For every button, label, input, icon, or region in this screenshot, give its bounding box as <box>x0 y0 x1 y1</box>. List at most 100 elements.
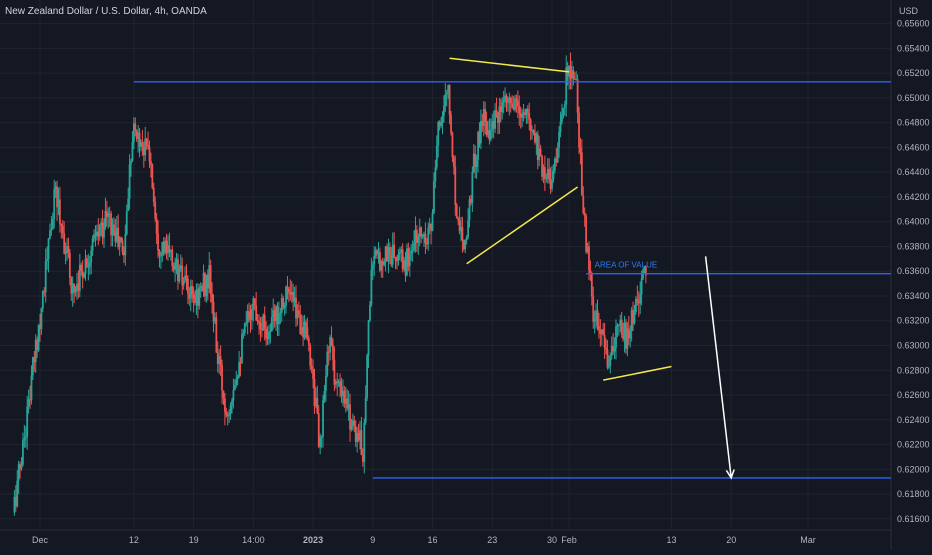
candle-body <box>512 107 515 110</box>
candle-body <box>400 249 403 253</box>
candle-body <box>245 322 248 324</box>
candle-body <box>637 301 640 304</box>
y-tick-label: 0.62600 <box>897 390 930 400</box>
candle-body <box>251 309 253 321</box>
candle-body <box>269 331 272 333</box>
candle-body <box>47 238 50 259</box>
candle-body <box>458 220 461 232</box>
candle-body <box>50 229 53 231</box>
candle-body <box>88 262 91 267</box>
candle-body <box>479 120 482 144</box>
candle-body <box>366 355 369 398</box>
candle-body <box>158 250 161 256</box>
candle-body <box>324 375 327 392</box>
candle-body <box>212 302 215 322</box>
candle-body <box>448 85 451 115</box>
candle-body <box>559 121 562 132</box>
y-tick-label: 0.61800 <box>897 489 930 499</box>
candle-body <box>147 144 149 148</box>
candle-body <box>343 390 346 404</box>
candle-body <box>86 258 88 267</box>
x-tick-label: 16 <box>428 535 438 545</box>
candle-body <box>360 430 363 456</box>
candle-body <box>617 325 620 327</box>
candle-body <box>29 399 31 401</box>
candle-body <box>214 317 216 322</box>
candle-body <box>592 296 595 322</box>
candle-body <box>300 327 303 335</box>
candle-body <box>293 297 296 302</box>
candle-body <box>51 219 54 230</box>
y-tick-label: 0.64800 <box>897 118 930 128</box>
candle-body <box>391 244 394 265</box>
candle-body <box>440 122 442 126</box>
candle-body <box>169 249 172 252</box>
trend-line[interactable] <box>449 57 570 73</box>
x-tick-label: 9 <box>370 535 375 545</box>
candle-body <box>162 241 165 254</box>
candle-body <box>140 142 142 147</box>
candle-body <box>64 251 67 254</box>
candle-body <box>357 433 360 441</box>
candle-body <box>384 246 387 262</box>
candle-body <box>182 280 185 286</box>
candle-body <box>511 103 514 108</box>
candle-body <box>595 310 597 319</box>
candle-body <box>305 322 307 328</box>
candle-body <box>204 273 206 297</box>
candle-body <box>292 292 295 302</box>
candle-body <box>290 292 293 295</box>
candle-body <box>337 381 340 384</box>
trend-line[interactable] <box>603 365 672 381</box>
candle-body <box>231 400 233 406</box>
candle-body <box>377 252 380 254</box>
candle-body <box>370 269 373 305</box>
candle-body <box>110 213 113 236</box>
candle-body <box>161 241 164 256</box>
candle-body <box>296 310 299 319</box>
x-tick-label: 23 <box>487 535 497 545</box>
candle-body <box>235 379 238 386</box>
candle-body <box>283 305 286 308</box>
y-tick-label: 0.64400 <box>897 167 930 177</box>
candle-body <box>620 319 623 335</box>
candle-body <box>443 105 445 116</box>
candle-body <box>609 355 612 366</box>
candle-body <box>347 404 350 409</box>
candle-body <box>556 147 559 163</box>
candle-body <box>229 405 232 414</box>
candle-body <box>471 172 474 204</box>
candle-body <box>228 413 231 416</box>
candle-body <box>56 186 58 208</box>
candle-body <box>248 311 250 319</box>
candle-body <box>599 330 602 334</box>
y-tick-label: 0.65200 <box>897 68 930 78</box>
candle-body <box>83 273 85 278</box>
candle-body <box>108 213 111 215</box>
candle-body <box>145 138 148 145</box>
candle-body <box>68 253 71 279</box>
candle-body <box>542 167 545 177</box>
candle-body <box>332 345 334 360</box>
candle-body <box>644 266 647 276</box>
candle-body <box>350 425 353 430</box>
candle-body <box>63 233 66 254</box>
candle-body <box>603 335 606 348</box>
candle-body <box>191 286 194 295</box>
candle-body <box>14 496 17 507</box>
candle-body <box>91 238 94 251</box>
candle-body <box>270 316 273 332</box>
candle-body <box>36 339 39 351</box>
projection-arrow[interactable] <box>704 256 732 479</box>
candle-body <box>379 252 381 271</box>
candle-body <box>101 222 104 238</box>
candle-body <box>349 404 351 430</box>
candle-body <box>497 112 499 124</box>
trend-line[interactable] <box>466 186 579 265</box>
candle-body <box>558 131 561 148</box>
candle-body <box>94 234 97 237</box>
candle-body <box>287 288 290 293</box>
